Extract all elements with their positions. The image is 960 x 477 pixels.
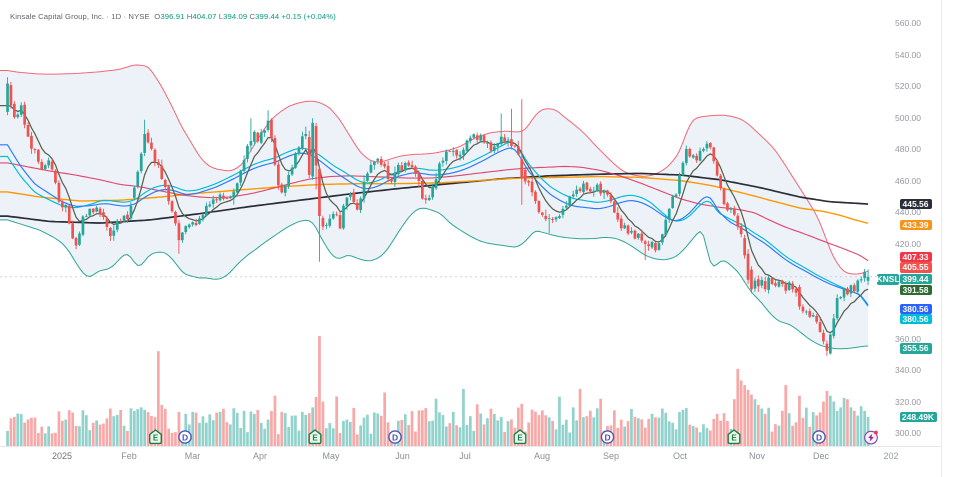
svg-text:D: D: [816, 432, 822, 442]
svg-text:D: D: [604, 432, 610, 442]
svg-text:E: E: [517, 434, 523, 443]
svg-text:E: E: [312, 434, 318, 443]
svg-text:E: E: [153, 434, 159, 443]
svg-text:E: E: [731, 434, 737, 443]
svg-text:D: D: [392, 432, 398, 442]
svg-text:D: D: [182, 432, 188, 442]
